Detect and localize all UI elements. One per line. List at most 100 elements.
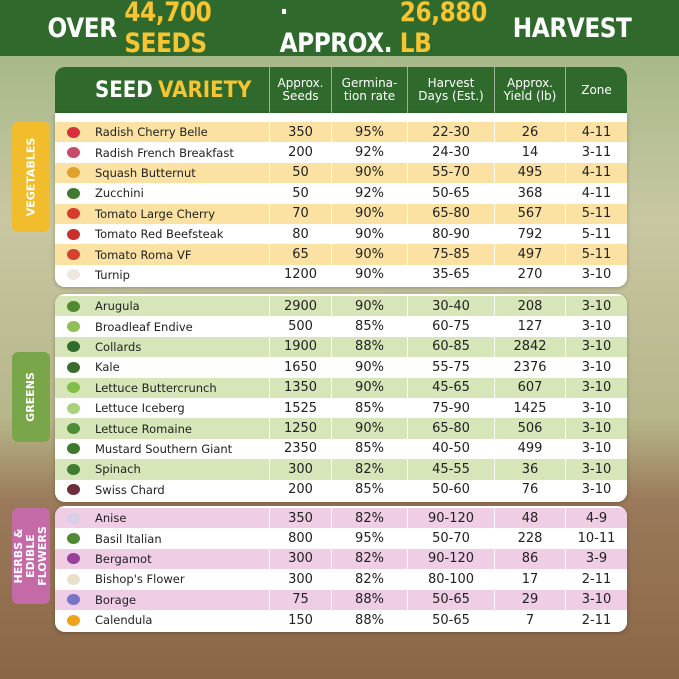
- column-header: Approx. Seeds: [269, 67, 331, 113]
- table-cell: 500: [269, 316, 331, 337]
- table-cell: 3-10: [565, 357, 627, 378]
- table-cell: 80-100: [407, 569, 494, 590]
- table-row: Arugula 2900 90% 30-40 208 3-10: [55, 296, 627, 317]
- table-row: Tomato Large Cherry 70 90% 65-80 567 5-11: [55, 203, 627, 224]
- table-cell: 65-80: [407, 418, 494, 439]
- table-cell: 1650: [269, 357, 331, 378]
- table-cell: 55-75: [407, 357, 494, 378]
- table-row: Calendula 150 88% 50-65 7 2-11: [55, 610, 627, 631]
- table-cell: 50-65: [407, 610, 494, 631]
- variety-name: Turnip: [95, 267, 130, 282]
- title-text: OVER: [47, 12, 118, 44]
- table-cell: 2376: [494, 357, 565, 378]
- table-cell: 22-30: [407, 122, 494, 143]
- variety-name: Bishop's Flower: [95, 572, 185, 587]
- table-cell: 350: [269, 122, 331, 143]
- table-row: Basil Italian 800 95% 50-70 228 10-11: [55, 528, 627, 549]
- table-cell: 368: [494, 183, 565, 204]
- table-cell: 4-11: [565, 122, 627, 143]
- table-cell: 228: [494, 528, 565, 549]
- table-cell: 350: [269, 508, 331, 529]
- variety-name: Kale: [95, 360, 120, 375]
- plant-icon: [67, 321, 80, 333]
- plant-icon: [67, 402, 80, 414]
- table-group: Radish Cherry Belle 350 95% 22-30 26 4-11 Radi…: [55, 113, 627, 288]
- table-cell: 95%: [331, 528, 407, 549]
- table-cell: 80-90: [407, 224, 494, 245]
- table-cell: 495: [494, 162, 565, 184]
- table-row: Lettuce Iceberg 1525 85% 75-90 1425 3-10: [55, 398, 627, 419]
- table-cell: 36: [494, 459, 565, 480]
- table-cell: 4-11: [565, 162, 627, 184]
- table-cell: 90-120: [407, 508, 494, 529]
- plant-icon: [67, 208, 80, 220]
- table-cell: 3-11: [565, 142, 627, 163]
- table-cell: 92%: [331, 183, 407, 204]
- table-group: Arugula 2900 90% 30-40 208 3-10 Broadleaf Endi…: [55, 294, 627, 502]
- table-cell: 82%: [331, 548, 407, 570]
- table-cell: 26: [494, 122, 565, 143]
- table-cell: 88%: [331, 610, 407, 631]
- table-cell: 200: [269, 479, 331, 500]
- plant-icon: [67, 614, 80, 626]
- table-row: Radish French Breakfast 200 92% 24-30 14 3-11: [55, 142, 627, 163]
- table-cell: 1425: [494, 398, 565, 419]
- plant-icon: [67, 187, 80, 199]
- column-header: Approx. Yield (lb): [494, 67, 565, 113]
- title-text: HARVEST: [512, 12, 632, 44]
- table-row: Bergamot 300 82% 90-120 86 3-9: [55, 548, 627, 570]
- table-cell: 1900: [269, 336, 331, 358]
- table-cell: 48: [494, 508, 565, 529]
- table-cell: 75: [269, 589, 331, 610]
- table-cell: 800: [269, 528, 331, 549]
- table-cell: 90%: [331, 357, 407, 378]
- table-row: Lettuce Romaine 1250 90% 65-80 506 3-10: [55, 418, 627, 439]
- plant-icon: [67, 269, 80, 281]
- table-cell: 45-65: [407, 377, 494, 398]
- plant-icon: [67, 512, 80, 524]
- variety-name: Zucchini: [95, 186, 144, 201]
- table-cell: 200: [269, 142, 331, 163]
- table-cell: 90%: [331, 418, 407, 439]
- variety-name: Arugula: [95, 299, 140, 314]
- header-text: SEED: [95, 77, 153, 103]
- variety-name: Basil Italian: [95, 531, 162, 546]
- variety-name: Collards: [95, 339, 142, 354]
- table-cell: 300: [269, 548, 331, 570]
- table-cell: 95%: [331, 122, 407, 143]
- column-header: Germina- tion rate: [331, 67, 407, 113]
- table-cell: 3-10: [565, 479, 627, 500]
- table-cell: 567: [494, 203, 565, 224]
- table-cell: 70: [269, 203, 331, 224]
- table-row: Tomato Red Beefsteak 80 90% 80-90 792 5-11: [55, 224, 627, 245]
- table-cell: 90%: [331, 296, 407, 317]
- table-cell: 82%: [331, 569, 407, 590]
- table-row: Mustard Southern Giant 2350 85% 40-50 499 3-1…: [55, 438, 627, 460]
- table-cell: 506: [494, 418, 565, 439]
- variety-name: Mustard Southern Giant: [95, 441, 233, 456]
- variety-name: Lettuce Romaine: [95, 421, 192, 436]
- table-cell: 90%: [331, 203, 407, 224]
- table-row: Borage 75 88% 50-65 29 3-10: [55, 589, 627, 610]
- group-label: HERBS & EDIBLE FLOWERS: [12, 526, 50, 586]
- table-row: Turnip 1200 90% 35-65 270 3-10: [55, 264, 627, 286]
- table-cell: 3-10: [565, 438, 627, 460]
- table-cell: 1200: [269, 264, 331, 286]
- plant-icon: [67, 300, 80, 312]
- table-row: Collards 1900 88% 60-85 2842 3-10: [55, 336, 627, 358]
- table-cell: 270: [494, 264, 565, 286]
- table-cell: 40-50: [407, 438, 494, 460]
- table-cell: 2-11: [565, 610, 627, 631]
- variety-name: Radish French Breakfast: [95, 145, 234, 160]
- column-header: Zone: [565, 67, 627, 113]
- table-row: Spinach 300 82% 45-55 36 3-10: [55, 459, 627, 480]
- table-cell: 3-10: [565, 459, 627, 480]
- table-cell: 792: [494, 224, 565, 245]
- table-cell: 150: [269, 610, 331, 631]
- table-cell: 4-9: [565, 508, 627, 529]
- table-row: Bishop's Flower 300 82% 80-100 17 2-11: [55, 569, 627, 590]
- table-cell: 90%: [331, 264, 407, 286]
- table-cell: 85%: [331, 438, 407, 460]
- table-cell: 2-11: [565, 569, 627, 590]
- table-cell: 35-65: [407, 264, 494, 286]
